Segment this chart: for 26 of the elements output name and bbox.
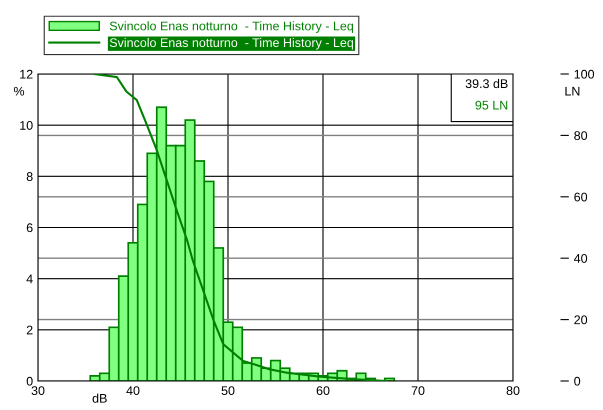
y2-tick-label: 80 [574, 131, 588, 140]
y2-tick-label: 0 [574, 376, 580, 386]
legend-label: Svincolo Enas notturno - Time History - Leq [110, 38, 353, 50]
y-tick-label: 6 [26, 223, 33, 232]
y-axis-title: % [14, 86, 24, 96]
legend-label: Svincolo Enas notturno - Time History - Leq [110, 21, 353, 33]
x-axis-title: dB [92, 394, 107, 403]
y-tick-label: 0 [26, 376, 33, 386]
y-tick-label: 10 [20, 120, 33, 130]
y2-tick-label: 20 [574, 315, 588, 324]
x-tick-label: 40 [126, 386, 140, 396]
x-tick-label: 70 [412, 386, 424, 396]
y2-axis-title: LN [565, 86, 580, 96]
y-tick-label: 4 [26, 274, 33, 284]
x-tick-label: 30 [32, 386, 44, 396]
y-tick-label: 8 [26, 172, 33, 181]
y2-tick-label: 40 [574, 254, 588, 263]
x-tick-label: 80 [506, 386, 520, 396]
annotation: 39.3 dB [466, 78, 508, 88]
y2-tick-label: 60 [574, 192, 588, 202]
annotation: 95 LN [475, 100, 508, 110]
x-tick-label: 50 [222, 386, 234, 396]
y2-tick-label: 100 [574, 70, 594, 79]
y-tick-label: 2 [26, 326, 33, 334]
x-tick-label: 60 [316, 386, 330, 396]
y-tick-label: 12 [20, 70, 33, 79]
